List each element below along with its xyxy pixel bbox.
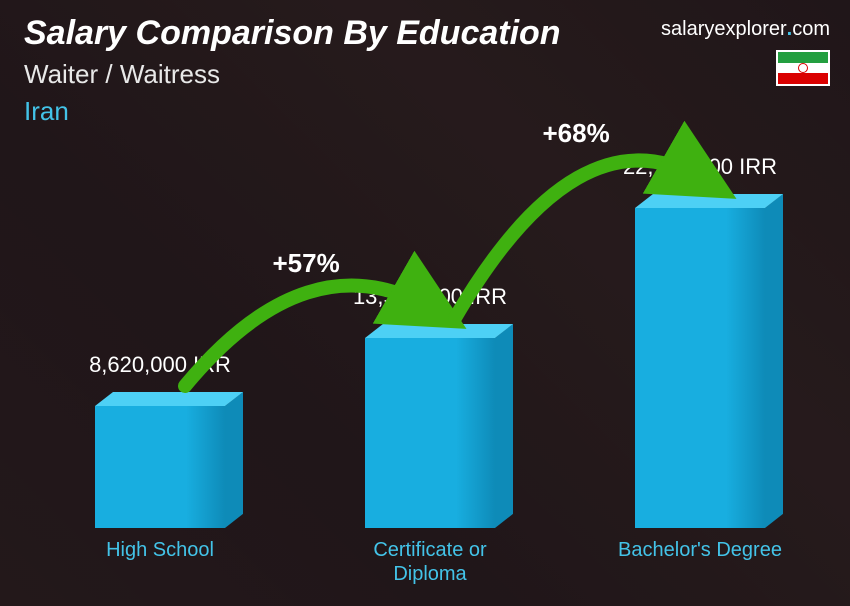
source-link[interactable]: salaryexplorer.com	[661, 18, 830, 41]
chart-subtitle: Waiter / Waitress	[24, 59, 561, 90]
increase-label: +57%	[273, 248, 340, 279]
source-name: salaryexplorer	[661, 18, 787, 40]
source-tld: com	[792, 18, 830, 40]
chart-title: Salary Comparison By Education	[24, 14, 561, 53]
country-flag-icon	[776, 50, 830, 86]
bar-label: High School	[70, 538, 250, 586]
bar-group: 8,620,000 IRR High School	[70, 406, 250, 586]
bar-label: Bachelor's Degree	[610, 538, 790, 586]
chart-area: 8,620,000 IRR High School13,500,000 IRR …	[60, 136, 800, 586]
increase-arrow: +68%	[415, 88, 740, 363]
increase-label: +68%	[543, 118, 610, 149]
bar-label: Certificate or Diploma	[340, 538, 520, 586]
